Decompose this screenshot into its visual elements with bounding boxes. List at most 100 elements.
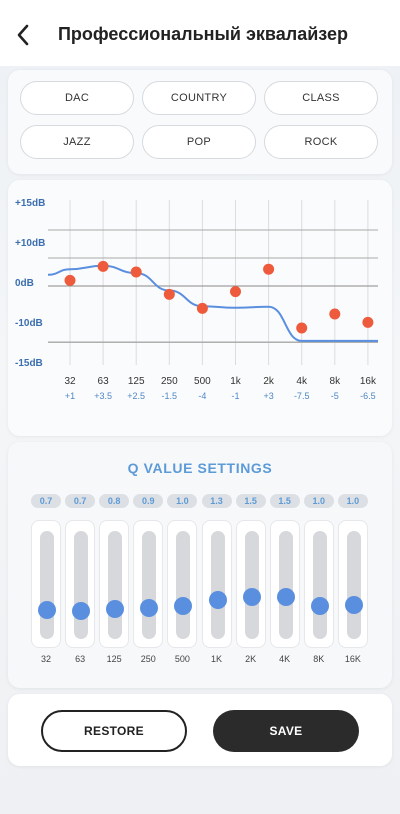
gain-point-125 [130,266,142,278]
frequency-label: 250 [161,376,178,387]
q-slider-track[interactable] [108,531,123,639]
frequency-label: 4k [296,376,308,387]
q-slider-knob[interactable] [174,596,193,615]
q-settings-title: Q VALUE SETTINGS [127,460,273,476]
content-area: DAC COUNTRY CLASS JAZZ POP ROCK +15dB +10… [0,66,400,814]
q-slider-knob[interactable] [140,598,159,617]
q-band-label: 250 [140,654,156,664]
gain-value-label: -1 [231,391,239,401]
q-value-badge: 1.5 [269,494,300,508]
q-settings-panel: Q VALUE SETTINGS 0.7 32 0.7 63 0.8 125 0.9 250 1… [8,442,392,688]
q-band-label: 32 [40,654,51,664]
q-band-2k: 1.5 2K [235,494,266,670]
q-slider-track[interactable] [142,531,157,639]
q-band-8k: 1.0 8K [303,494,334,670]
q-slider-track[interactable] [74,531,89,639]
q-slider-8k[interactable] [303,520,334,648]
q-band-500: 1.0 500 [167,494,198,670]
restore-button[interactable]: RESTORE [41,710,187,752]
q-value-badge: 0.7 [65,494,96,508]
frequency-label: 125 [128,376,145,387]
preset-pop-button[interactable]: POP [142,125,256,159]
equalizer-response-curve [47,264,378,342]
gain-value-label: +2.5 [127,391,145,401]
q-slider-knob[interactable] [276,587,295,606]
q-band-63: 0.7 63 [65,494,96,670]
q-slider-1k[interactable] [201,520,232,648]
q-band-4k: 1.5 4K [269,494,300,670]
gain-value-label: -1.5 [162,391,178,401]
q-slider-track[interactable] [40,531,54,639]
gain-value-label: -7.5 [294,391,310,401]
q-slider-track[interactable] [244,531,259,639]
q-band-label: 500 [174,654,190,664]
q-slider-track[interactable] [312,531,327,639]
q-band-label: 2K [245,654,257,664]
q-slider-knob[interactable] [208,591,227,610]
gain-point-8k [329,308,341,320]
db-axis-label: +10dB [15,238,45,249]
q-slider-16k[interactable] [337,520,368,648]
q-slider-track[interactable] [176,531,191,639]
q-slider-knob[interactable] [72,602,91,621]
q-value-badge: 0.7 [31,494,61,508]
preset-class-button[interactable]: CLASS [264,81,378,115]
db-axis-label: 0dB [15,278,34,289]
q-slider-knob[interactable] [106,600,125,619]
preset-dac-button[interactable]: DAC [20,81,134,115]
q-band-32: 0.7 32 [31,494,61,670]
db-axis-label: -15dB [15,358,43,369]
q-value-badge: 1.0 [167,494,198,508]
q-value-badge: 1.0 [303,494,334,508]
q-slider-250[interactable] [133,520,164,648]
gain-value-label: -4 [198,391,206,401]
q-slider-500[interactable] [167,520,198,648]
equalizer-graph-panel: +15dB +10dB 0dB -10dB -15dB 32 63 125 250 500 1k 2… [8,180,392,436]
app-bar: Профессиональный эквалайзер [0,0,400,66]
action-bar: RESTORE SAVE [8,694,392,766]
preset-rock-button[interactable]: ROCK [264,125,378,159]
preset-panel: DAC COUNTRY CLASS JAZZ POP ROCK [8,70,392,174]
gain-point-16k [362,316,374,328]
save-button[interactable]: SAVE [213,710,359,752]
q-slider-knob[interactable] [242,587,261,606]
q-band-label: 16K [344,654,361,664]
q-value-badge: 1.0 [337,494,368,508]
db-axis-label: +15dB [15,198,45,209]
q-value-badge: 0.8 [99,494,130,508]
q-band-label: 1K [210,654,222,664]
gain-value-label: +3 [263,391,273,401]
q-slider-knob[interactable] [344,595,363,614]
q-band-label: 8K [313,654,325,664]
gain-value-label: +3.5 [94,391,112,401]
q-band-label: 125 [106,654,122,664]
gain-point-63 [97,260,109,272]
q-slider-knob[interactable] [38,601,56,620]
frequency-label: 500 [194,376,211,387]
equalizer-graph[interactable]: +15dB +10dB 0dB -10dB -15dB 32 63 125 250 500 1k 2… [8,180,392,436]
preset-country-button[interactable]: COUNTRY [142,81,256,115]
q-slider-125[interactable] [99,520,130,648]
frequency-label: 32 [64,376,76,387]
q-value-badge: 0.9 [133,494,164,508]
gain-point-4k [296,322,308,334]
q-slider-63[interactable] [65,520,96,648]
frequency-label: 63 [98,376,110,387]
q-slider-track[interactable] [346,531,361,639]
frequency-label: 8k [330,376,342,387]
back-button[interactable] [10,20,36,50]
q-slider-knob[interactable] [310,596,329,615]
q-band-label: 63 [75,654,86,664]
q-slider-track[interactable] [210,531,225,639]
q-slider-32[interactable] [31,520,61,648]
gain-point-1k [230,286,241,298]
frequency-label: 16k [360,376,377,387]
gain-value-label: +1 [65,391,75,401]
q-value-badge: 1.5 [235,494,266,508]
q-slider-4k[interactable] [269,520,300,648]
gain-point-250 [163,288,175,300]
q-band-label: 4K [279,654,291,664]
q-slider-2k[interactable] [235,520,266,648]
preset-jazz-button[interactable]: JAZZ [20,125,134,159]
q-slider-track[interactable] [278,531,293,639]
